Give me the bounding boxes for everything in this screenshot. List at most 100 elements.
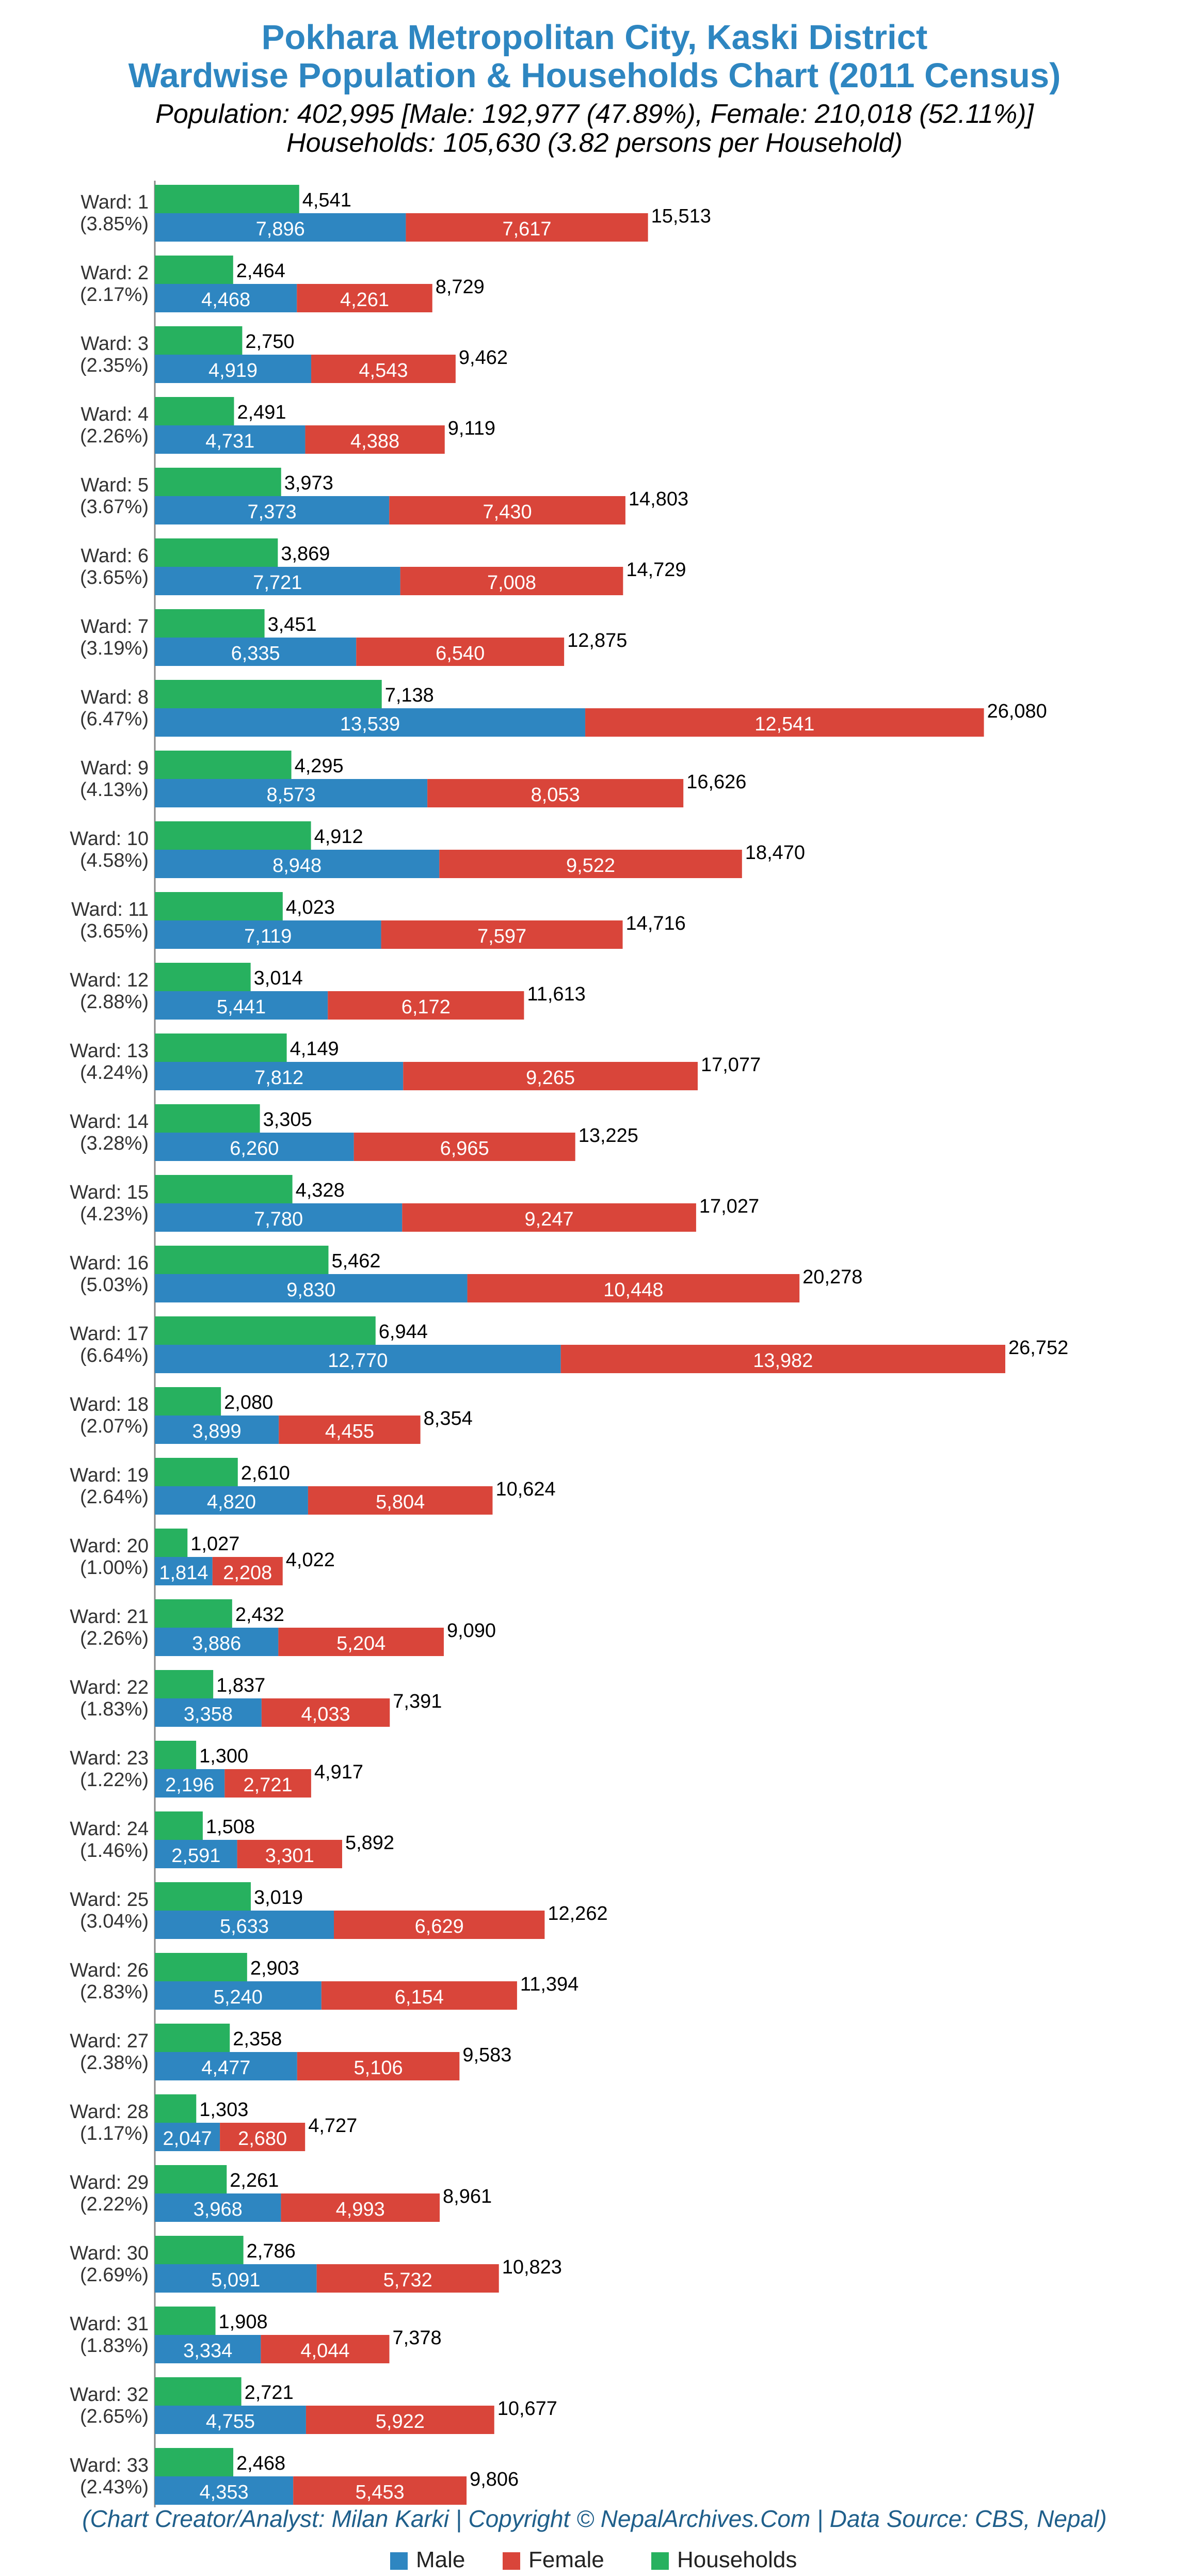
ward-label-26: Ward: 26 <box>70 1960 149 1981</box>
households-bar-18 <box>155 1387 221 1416</box>
ward-label-32: Ward: 32 <box>70 2384 149 2406</box>
total-value-33: 9,806 <box>470 2469 519 2490</box>
female-value-32: 5,922 <box>376 2411 425 2432</box>
male-bar-25 <box>155 1911 334 1939</box>
ward-label-31: Ward: 31 <box>70 2313 149 2335</box>
households-value-24: 1,508 <box>206 1816 255 1838</box>
male-value-16: 9,830 <box>286 1279 335 1301</box>
male-bar-24 <box>155 1840 237 1868</box>
ward-label-3: Ward: 3 <box>81 333 149 355</box>
female-value-10: 9,522 <box>566 855 615 877</box>
legend-swatch-female <box>503 2552 520 2570</box>
ward-label-17: Ward: 17 <box>70 1323 149 1345</box>
population-summary: Population: 402,995 [Male: 192,977 (47.8… <box>155 99 1034 129</box>
total-value-32: 10,677 <box>497 2398 557 2420</box>
female-bar-22 <box>261 1698 390 1727</box>
female-value-22: 4,033 <box>301 1704 350 1725</box>
households-value-32: 2,721 <box>245 2382 294 2404</box>
male-value-26: 5,240 <box>214 1986 263 2008</box>
households-summary: Households: 105,630 (3.82 persons per Ho… <box>286 128 903 158</box>
households-value-15: 4,328 <box>296 1180 345 1201</box>
female-bar-33 <box>293 2476 467 2505</box>
households-bar-16 <box>155 1246 329 1274</box>
ward-pct-27: (2.38%) <box>80 2052 149 2074</box>
ward-label-16: Ward: 16 <box>70 1252 149 1274</box>
total-value-8: 26,080 <box>987 701 1047 722</box>
households-value-8: 7,138 <box>385 685 434 706</box>
households-value-5: 3,973 <box>284 472 333 494</box>
ward-label-18: Ward: 18 <box>70 1394 149 1416</box>
total-value-13: 17,077 <box>701 1054 761 1076</box>
households-value-16: 5,462 <box>331 1250 380 1272</box>
female-value-21: 5,204 <box>336 1633 385 1655</box>
male-value-18: 3,899 <box>192 1421 242 1442</box>
ward-label-4: Ward: 4 <box>81 404 149 425</box>
male-bar-32 <box>155 2406 306 2434</box>
ward-label-27: Ward: 27 <box>70 2030 149 2052</box>
male-bar-15 <box>155 1203 403 1232</box>
female-value-31: 4,044 <box>300 2340 349 2362</box>
male-value-31: 3,334 <box>183 2340 232 2362</box>
ward-label-10: Ward: 10 <box>70 828 149 850</box>
total-value-28: 4,727 <box>308 2115 357 2137</box>
total-value-4: 9,119 <box>448 418 495 439</box>
households-bar-31 <box>155 2307 216 2335</box>
total-value-22: 7,391 <box>393 1691 442 1712</box>
female-bar-11 <box>381 920 623 949</box>
ward-pct-20: (1.00%) <box>80 1557 149 1579</box>
female-value-5: 7,430 <box>483 501 532 523</box>
ward-pct-10: (4.58%) <box>80 850 149 871</box>
female-value-7: 6,540 <box>436 643 485 664</box>
male-value-6: 7,721 <box>253 572 302 594</box>
ward-pct-17: (6.64%) <box>80 1345 149 1366</box>
female-bar-1 <box>406 213 648 242</box>
male-value-3: 4,919 <box>208 360 258 381</box>
female-value-16: 10,448 <box>603 1279 663 1301</box>
households-bar-9 <box>155 751 292 779</box>
female-value-9: 8,053 <box>531 784 580 806</box>
households-value-27: 2,358 <box>233 2028 282 2050</box>
ward-pct-29: (2.22%) <box>80 2193 149 2215</box>
ward-pct-1: (3.85%) <box>80 213 149 235</box>
male-bar-2 <box>155 284 297 312</box>
male-value-10: 8,948 <box>272 855 322 877</box>
female-bar-24 <box>237 1840 342 1868</box>
male-bar-26 <box>155 1981 322 2010</box>
ward-pct-24: (1.46%) <box>80 1840 149 1862</box>
female-value-27: 5,106 <box>354 2057 403 2079</box>
households-bar-28 <box>155 2094 197 2123</box>
households-value-26: 2,903 <box>250 1958 299 1979</box>
total-value-5: 14,803 <box>629 488 688 510</box>
ward-pct-11: (3.65%) <box>80 920 149 942</box>
male-value-14: 6,260 <box>230 1138 279 1159</box>
male-value-17: 12,770 <box>328 1350 388 1372</box>
households-bar-5 <box>155 468 281 496</box>
ward-pct-7: (3.19%) <box>80 638 149 659</box>
male-bar-27 <box>155 2052 297 2080</box>
households-value-17: 6,944 <box>379 1321 428 1343</box>
male-bar-31 <box>155 2335 261 2363</box>
male-bar-1 <box>155 213 406 242</box>
ward-pct-32: (2.65%) <box>80 2406 149 2427</box>
female-bar-17 <box>560 1345 1005 1373</box>
total-value-2: 8,729 <box>436 276 485 298</box>
total-value-18: 8,354 <box>424 1408 473 1429</box>
ward-label-11: Ward: 11 <box>71 899 149 920</box>
ward-pct-12: (2.88%) <box>80 991 149 1013</box>
households-value-12: 3,014 <box>254 967 303 989</box>
female-value-24: 3,301 <box>265 1845 314 1867</box>
female-value-12: 6,172 <box>401 996 451 1018</box>
ward-label-13: Ward: 13 <box>70 1040 149 1062</box>
female-value-14: 6,965 <box>440 1138 489 1159</box>
female-value-30: 5,732 <box>383 2269 432 2291</box>
female-bar-32 <box>306 2406 494 2434</box>
households-value-20: 1,027 <box>190 1533 239 1555</box>
female-bar-19 <box>308 1486 493 1515</box>
total-value-19: 10,624 <box>495 1478 555 1500</box>
credit-line: (Chart Creator/Analyst: Milan Karki | Co… <box>82 2505 1107 2532</box>
legend-label-female: Female <box>528 2547 604 2572</box>
female-value-1: 7,617 <box>502 218 551 240</box>
legend-swatch-households <box>651 2552 669 2570</box>
ward-pct-33: (2.43%) <box>80 2476 149 2498</box>
ward-label-14: Ward: 14 <box>70 1111 149 1133</box>
